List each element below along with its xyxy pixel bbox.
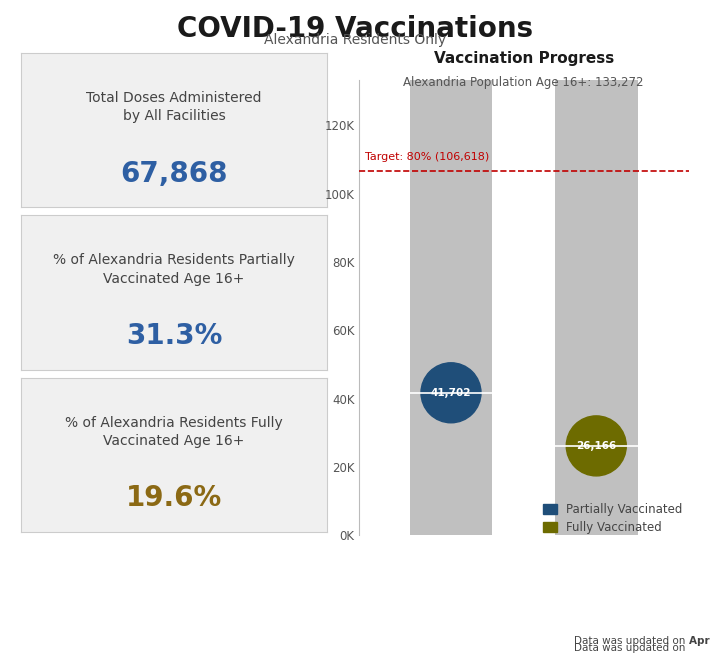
Ellipse shape: [421, 363, 481, 423]
Text: This chart uses the most recent vaccination data in the Virginia Department of H: This chart uses the most recent vaccinat…: [0, 664, 1, 665]
Text: 67,868: 67,868: [120, 160, 228, 188]
Bar: [555, 80, 638, 535]
Text: Vaccination Progress: Vaccination Progress: [434, 51, 613, 66]
Text: Data was updated on: Data was updated on: [574, 636, 689, 646]
Text: % of Alexandria Residents Partially
Vaccinated Age 16+: % of Alexandria Residents Partially Vacc…: [53, 253, 295, 286]
Text: 41,702: 41,702: [431, 388, 471, 398]
Text: Target: 80% (106,618): Target: 80% (106,618): [365, 152, 489, 162]
Text: April 6, 2021: April 6, 2021: [689, 636, 710, 646]
Text: Alexandria Residents Only: Alexandria Residents Only: [264, 33, 446, 47]
Text: 31.3%: 31.3%: [126, 322, 222, 350]
Ellipse shape: [567, 416, 626, 476]
Text: Data was updated on April 6, 2021: Data was updated on April 6, 2021: [368, 643, 550, 653]
Text: Total Doses Administered
by All Facilities: Total Doses Administered by All Faciliti…: [86, 91, 262, 124]
Text: 26,166: 26,166: [576, 441, 616, 451]
Text: Alexandria Population Age 16+: 133,272: Alexandria Population Age 16+: 133,272: [403, 76, 644, 89]
Text: % of Alexandria Residents Fully
Vaccinated Age 16+: % of Alexandria Residents Fully Vaccinat…: [65, 416, 283, 448]
Text: Data was updated on: Data was updated on: [574, 643, 689, 653]
Text: COVID-19 Vaccinations: COVID-19 Vaccinations: [177, 15, 533, 43]
Text: 19.6%: 19.6%: [126, 484, 222, 512]
Bar: [410, 80, 492, 535]
Legend: Partially Vaccinated, Fully Vaccinated: Partially Vaccinated, Fully Vaccinated: [543, 503, 683, 534]
